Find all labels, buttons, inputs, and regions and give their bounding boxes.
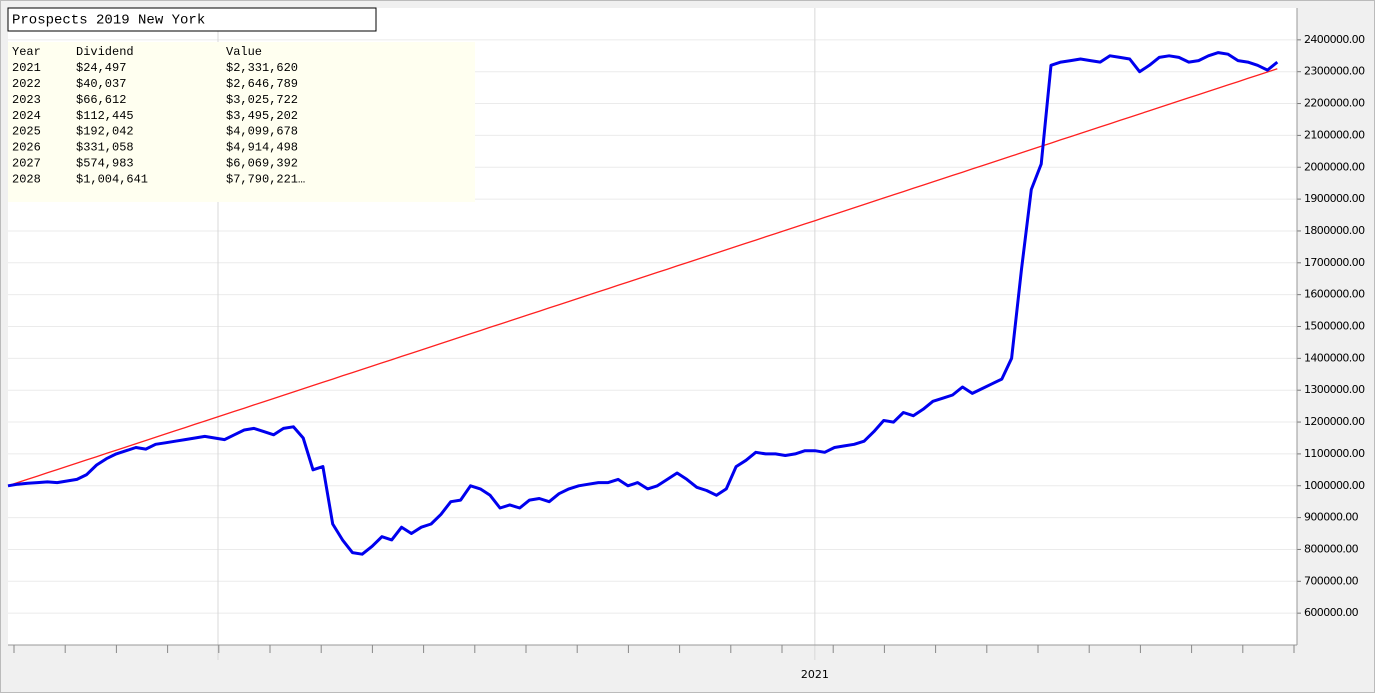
table: Year Dividend Value 2021 $24,497 $2,331,620 20… [12, 45, 305, 186]
y-tick-label: 1800000.00 [1304, 224, 1365, 237]
y-tick-label: 1700000.00 [1304, 256, 1365, 269]
table-cell: $192,042 [76, 125, 134, 139]
grid [8, 8, 1301, 660]
y-tick-label: 600000.00 [1304, 606, 1359, 619]
table-cell: $2,646,789 [226, 77, 298, 91]
minor-ticks [13, 645, 1295, 653]
y-tick-label: 1200000.00 [1304, 415, 1365, 428]
table-cell: 2026 [12, 141, 41, 155]
trend-line [7, 68, 1278, 487]
table-cell: $331,058 [76, 141, 134, 155]
y-tick-label: 1300000.00 [1304, 383, 1365, 396]
y-tick-label: 1900000.00 [1304, 192, 1365, 205]
y-tick-label: 1000000.00 [1304, 479, 1365, 492]
table-cell: 2025 [12, 125, 41, 139]
table-cell: $1,004,641 [76, 172, 148, 186]
y-tick-label: 2200000.00 [1304, 97, 1365, 110]
table-cell: 2021 [12, 61, 41, 75]
y-tick-label: 2100000.00 [1304, 128, 1365, 141]
table-header: Value [226, 45, 262, 59]
x-tick-label: 2021 [801, 668, 829, 681]
table-cell: $3,495,202 [226, 109, 298, 123]
table-header: Dividend [76, 45, 134, 59]
table-cell: $7,790,221… [226, 172, 305, 186]
table-cell: $66,612 [76, 93, 126, 107]
y-tick-label: 800000.00 [1304, 542, 1359, 555]
table-header: Year [12, 45, 41, 59]
lines [7, 51, 1279, 556]
table-cell: $6,069,392 [226, 156, 298, 170]
table-cell: $40,037 [76, 77, 126, 91]
table-cell: $574,983 [76, 156, 134, 170]
table-cell: 2027 [12, 156, 41, 170]
y-tick-label: 2400000.00 [1304, 33, 1365, 46]
table-cell: 2023 [12, 93, 41, 107]
y-tick-label: 2300000.00 [1304, 65, 1365, 78]
table-cell: $3,025,722 [226, 93, 298, 107]
y-tick-label: 1500000.00 [1304, 320, 1365, 333]
y-tick-label: 700000.00 [1304, 574, 1359, 587]
info-table [8, 42, 475, 202]
title-box [7, 7, 377, 32]
value-line [7, 51, 1279, 556]
y-tick-label: 900000.00 [1304, 511, 1359, 524]
table-cell: 2028 [12, 172, 41, 186]
y-tick-label: 2000000.00 [1304, 160, 1365, 173]
y-tick-label: 1400000.00 [1304, 351, 1365, 364]
table-cell: $24,497 [76, 61, 126, 75]
table-cell: $4,099,678 [226, 125, 298, 139]
table-cell: 2022 [12, 77, 41, 91]
y-tick-label: 1600000.00 [1304, 288, 1365, 301]
table-cell: 2024 [12, 109, 41, 123]
table-cell: $4,914,498 [226, 141, 298, 155]
chart-title: Prospects 2019 New York [12, 13, 205, 29]
table-cell: $2,331,620 [226, 61, 298, 75]
y-tick-label: 1100000.00 [1304, 447, 1365, 460]
table-cell: $112,445 [76, 109, 134, 123]
